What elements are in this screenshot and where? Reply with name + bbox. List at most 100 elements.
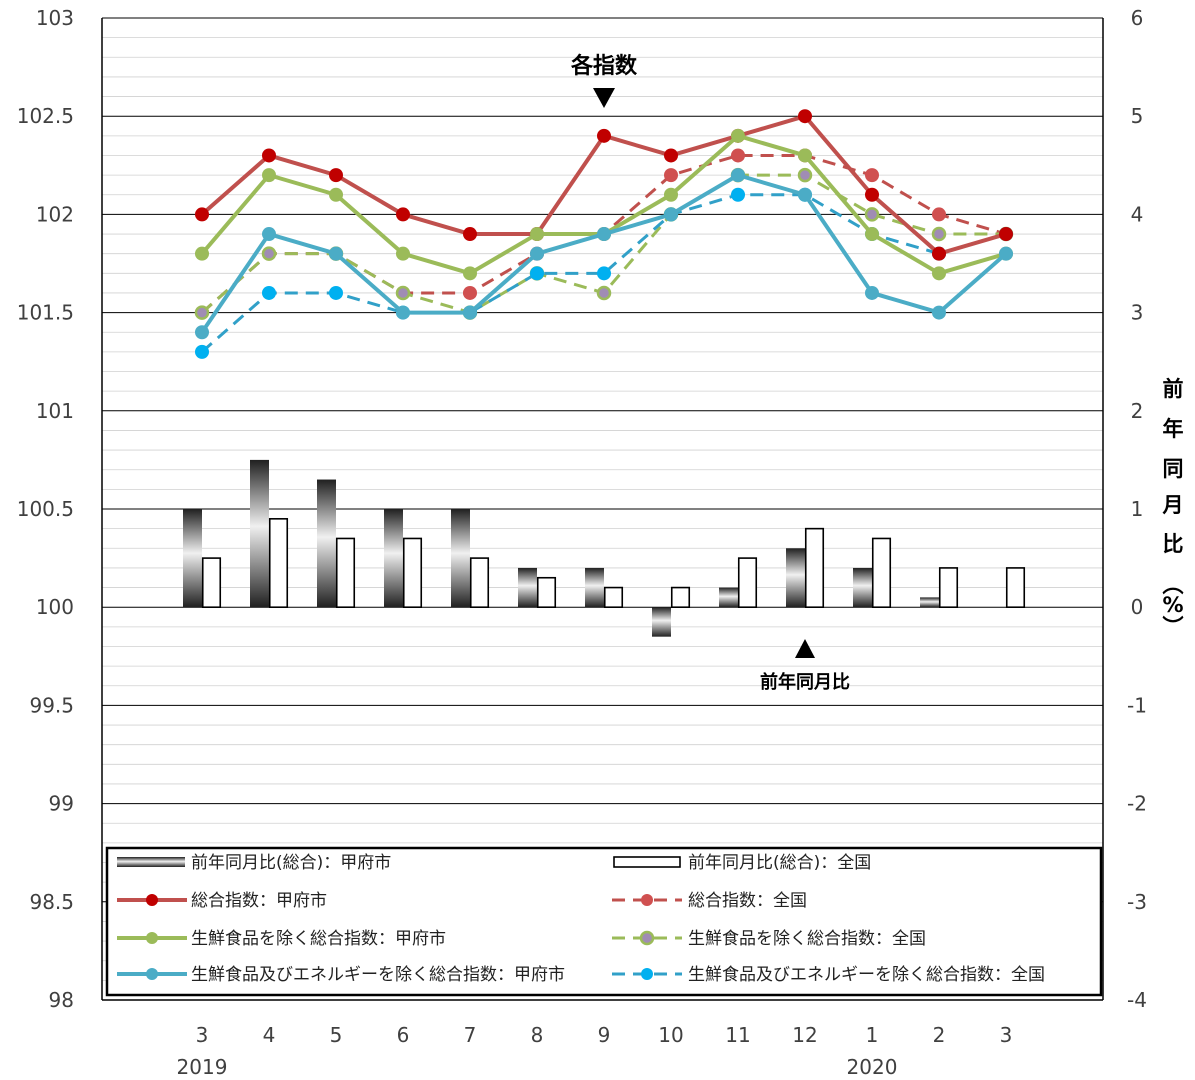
bar-kofu xyxy=(786,548,805,608)
legend-label: 総合指数：甲府市 xyxy=(191,891,327,911)
series-point xyxy=(931,226,947,242)
legend-label: 生鮮食品及びエネルギーを除く総合指数：甲府市 xyxy=(191,965,565,985)
x-tick-label: 1 xyxy=(866,1023,879,1047)
series-point xyxy=(865,285,879,300)
series-point xyxy=(865,187,879,202)
y-left-tick-label: 102 xyxy=(36,202,74,226)
series-point xyxy=(865,227,879,242)
x-tick-label: 2 xyxy=(933,1023,946,1047)
series-point xyxy=(932,266,946,281)
series-point xyxy=(797,167,813,183)
series-point xyxy=(597,266,611,281)
bar-national xyxy=(335,537,356,609)
series-point xyxy=(999,227,1013,242)
up-arrow-icon xyxy=(795,639,815,658)
series-point xyxy=(396,207,410,222)
y-right-axis-title-char: 前 xyxy=(1163,377,1184,401)
x-tick-label: 5 xyxy=(330,1023,343,1047)
y-right-tick-label: 5 xyxy=(1131,104,1144,128)
bar-national xyxy=(201,557,222,608)
series-point xyxy=(596,285,612,301)
bar-national xyxy=(603,586,624,608)
bar-national xyxy=(938,567,959,608)
annotation-label: 前年同月比 xyxy=(760,671,850,693)
legend-marker xyxy=(146,894,158,906)
y-left-tick-label: 98 xyxy=(49,988,74,1012)
series-point xyxy=(195,325,209,340)
series-point xyxy=(395,285,411,301)
bar-kofu xyxy=(518,567,537,608)
bar-kofu xyxy=(317,479,336,608)
series-point xyxy=(463,285,477,300)
bar-national xyxy=(871,537,892,609)
year-label: 2020 xyxy=(847,1055,898,1079)
bar-kofu xyxy=(183,509,202,608)
bar-kofu xyxy=(920,597,939,608)
series-point xyxy=(262,168,276,183)
x-tick-label: 8 xyxy=(531,1023,544,1047)
down-arrow-icon xyxy=(593,88,615,108)
series-point xyxy=(195,344,209,359)
y-right-tick-label: 4 xyxy=(1131,202,1144,226)
series-point xyxy=(530,246,544,261)
legend-label: 総合指数：全国 xyxy=(688,891,807,911)
y-right-tick-label: 1 xyxy=(1131,497,1144,521)
y-right-tick-label: 6 xyxy=(1131,6,1144,30)
y-right-axis-title-char: ︶ xyxy=(1163,615,1184,639)
series-point xyxy=(597,128,611,143)
x-tick-label: 6 xyxy=(397,1023,410,1047)
series-point xyxy=(932,305,946,320)
bar-national xyxy=(268,518,289,609)
bar-kofu xyxy=(250,459,269,608)
y-right-axis-title-char: ︵ xyxy=(1163,573,1184,597)
x-tick-label: 10 xyxy=(658,1023,683,1047)
legend-marker xyxy=(146,932,158,944)
series-point xyxy=(932,246,946,261)
bar-national xyxy=(402,537,423,609)
series-point xyxy=(396,305,410,320)
y-left-tick-label: 100 xyxy=(36,595,74,619)
y-left-tick-label: 99.5 xyxy=(29,693,74,717)
series-point xyxy=(396,246,410,261)
y-left-tick-label: 102.5 xyxy=(17,104,74,128)
series-point xyxy=(999,246,1013,261)
series-point xyxy=(530,227,544,242)
lines xyxy=(194,109,1014,359)
bar-national xyxy=(469,557,490,608)
y-right-axis-title-char: 同 xyxy=(1163,457,1184,481)
series-point xyxy=(463,305,477,320)
series-point xyxy=(865,168,879,183)
y-right-axis-title-char: 比 xyxy=(1163,532,1184,556)
legend-swatch xyxy=(613,856,681,868)
y-right-tick-label: -1 xyxy=(1127,693,1147,717)
bars xyxy=(183,459,1026,637)
x-tick-label: 4 xyxy=(263,1023,276,1047)
series-point xyxy=(195,246,209,261)
x-tick-label: 3 xyxy=(196,1023,209,1047)
series-point xyxy=(597,227,611,242)
series-point xyxy=(731,187,745,202)
series-point xyxy=(731,128,745,143)
bar-national xyxy=(536,576,557,608)
series-point xyxy=(664,187,678,202)
y-right-tick-label: 0 xyxy=(1131,595,1144,619)
series-point xyxy=(798,187,812,202)
legend-label: 前年同月比(総合)：甲府市 xyxy=(191,853,391,873)
bar-kofu xyxy=(585,567,604,608)
y-left-tick-label: 99 xyxy=(49,792,74,816)
series-point xyxy=(329,168,343,183)
series-point xyxy=(194,305,210,320)
y-left-tick-label: 101.5 xyxy=(17,301,74,325)
legend-label: 生鮮食品を除く総合指数：全国 xyxy=(688,929,926,949)
bar-kofu xyxy=(384,509,403,608)
legend-marker xyxy=(641,894,653,906)
y-right-axis-title-char: 月 xyxy=(1162,493,1184,517)
legend-label: 生鮮食品及びエネルギーを除く総合指数：全国 xyxy=(688,965,1045,985)
x-tick-label: 3 xyxy=(1000,1023,1013,1047)
series-point xyxy=(329,246,343,261)
y-left-tick-label: 103 xyxy=(36,6,74,30)
legend-swatch xyxy=(117,857,185,867)
series-point xyxy=(798,109,812,124)
